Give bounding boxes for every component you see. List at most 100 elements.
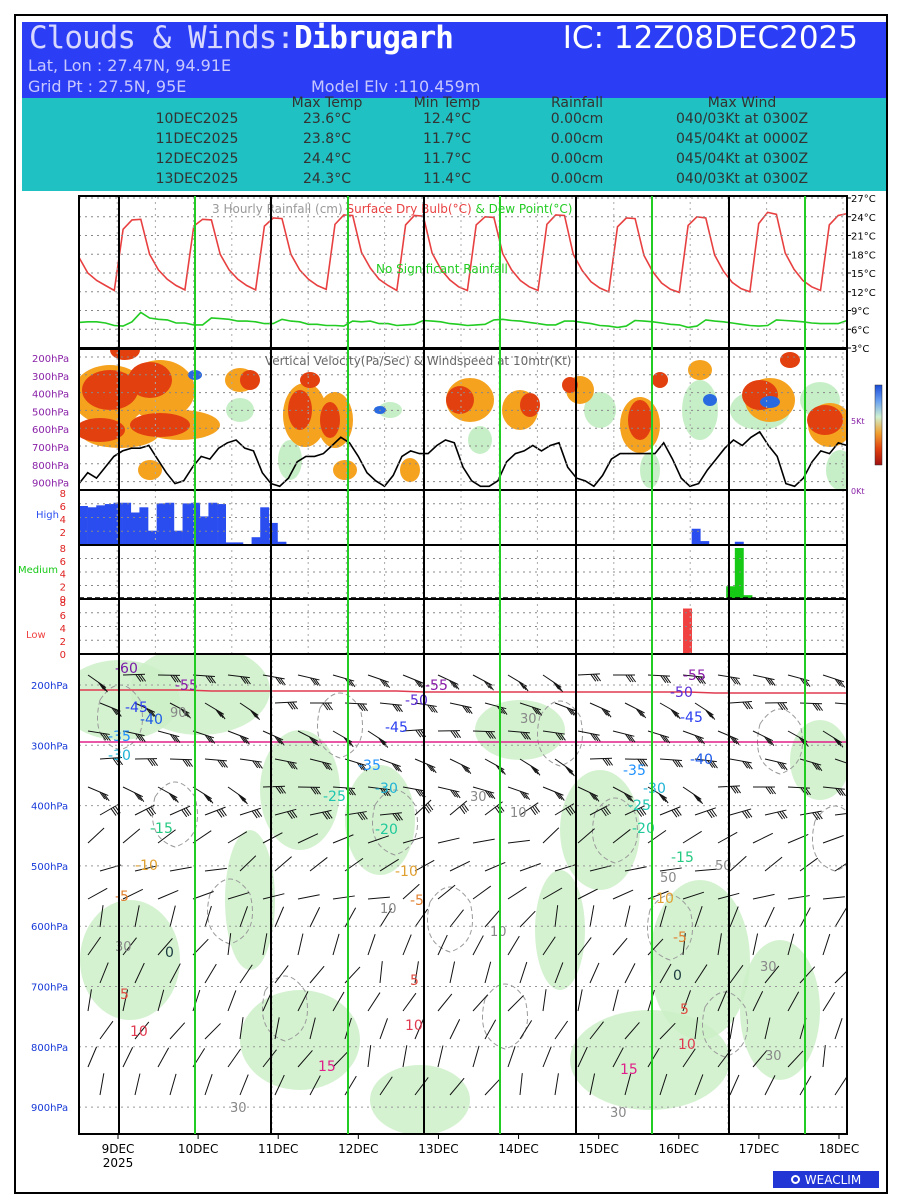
grid-lines (78, 196, 847, 1134)
wind-barb (169, 1073, 177, 1096)
wind-barb-flag (135, 733, 141, 741)
wind-barb-flag (852, 813, 857, 820)
wind-barb (694, 906, 703, 928)
wind-barb-flag (697, 796, 703, 805)
pressure-tick-label: 700hPa (31, 983, 68, 994)
x-tick-label: 11DEC (258, 1142, 298, 1156)
wind-barb-flag (662, 735, 668, 743)
wind-barb (764, 1017, 771, 1040)
wind-barb (554, 1073, 559, 1096)
wind-barb (262, 1049, 277, 1068)
wind-barb (204, 1023, 221, 1040)
wind-barb (274, 701, 297, 704)
temp-tick-label: 12°C (851, 288, 876, 299)
wind-barb (449, 1019, 461, 1040)
wind-barb (332, 834, 354, 844)
wind-barb-flag (662, 675, 669, 684)
wind-barb (437, 786, 460, 793)
wind-barb-flag (556, 792, 563, 800)
wind-barb-flag (382, 788, 389, 797)
humidity-blob (80, 900, 180, 1020)
wind-barb (694, 1074, 704, 1096)
cloud-layer-label: High (36, 510, 59, 521)
wind-barb (577, 937, 592, 956)
wind-barb (262, 785, 286, 788)
wind-barb (122, 888, 143, 900)
wind-barb-flag (324, 762, 331, 770)
wind-barb (99, 1073, 105, 1096)
wind-barb-flag (554, 791, 561, 800)
velocity-blob-red (300, 372, 320, 388)
wind-barb (402, 992, 417, 1012)
wind-barb-flag (359, 703, 366, 712)
wind-barb-flag (625, 674, 632, 683)
wind-barb-flag (670, 709, 677, 717)
wind-barb (227, 674, 250, 679)
humidity-label: 10 (490, 925, 507, 940)
wind-barb-flag (525, 732, 531, 740)
summary-rain-cell: 0.00cm (550, 151, 604, 167)
wind-barb-flag (98, 682, 104, 690)
wind-barb (542, 730, 565, 735)
wind-barb (659, 1022, 676, 1040)
wind-barb-flag (630, 674, 637, 683)
wind-barb-flag (732, 785, 739, 794)
isotherm-label: -50 (670, 685, 693, 701)
summary-rain-cell: 0.00cm (550, 131, 604, 147)
wind-barb-flag (210, 675, 216, 684)
wind-barb-flag (148, 807, 154, 816)
wind-barb (87, 936, 102, 956)
wind-barb (379, 812, 402, 816)
wind-barb-flag (602, 758, 609, 766)
wind-barb (437, 884, 456, 900)
wind-barb (87, 1046, 98, 1068)
figure-frame (14, 14, 888, 1194)
wind-barb (192, 674, 215, 678)
wind-barb (519, 961, 528, 984)
wind-barb (752, 832, 773, 844)
wind-barb (659, 1073, 668, 1096)
velocity-blob-orange (688, 360, 712, 380)
wind-barb-flag (709, 760, 716, 769)
cloud-tick-label: 2 (60, 582, 66, 593)
summary-rain-cell: 0.00cm (550, 111, 604, 127)
wind-barb-flag (697, 676, 704, 684)
wind-barb-flag (428, 764, 435, 773)
wind-barb (204, 758, 227, 762)
velocity-blob-green (378, 402, 402, 418)
velocity-blob-red (79, 418, 125, 442)
wind-barb-flag (746, 761, 753, 770)
wind-barb-flag (567, 767, 573, 776)
wind-barb-flag (735, 785, 741, 794)
wind-barb-flag (696, 735, 703, 744)
wind-barb (274, 758, 297, 764)
x-tick-label: 12DEC (338, 1142, 378, 1156)
high-cloud-bar (691, 528, 701, 545)
cloud-tick-label: 8 (60, 598, 66, 609)
wind-barb-flag (291, 762, 298, 770)
isotherm-label: 10 (678, 1037, 696, 1053)
wind-barb (822, 835, 844, 844)
wind-barb (332, 895, 355, 900)
wind-barb-flag (182, 759, 189, 767)
isotherm-label: -10 (135, 858, 158, 874)
wind-barb-flag (240, 795, 246, 804)
wind-barb (227, 831, 248, 844)
wind-barb-flag (138, 794, 145, 803)
wind-barb (297, 674, 320, 681)
wind-barb (519, 802, 539, 816)
wind-barb (274, 1074, 285, 1096)
humidity-blob (535, 870, 585, 990)
wind-barb-flag (183, 808, 190, 817)
wind-barb-flag (137, 674, 144, 682)
humidity-blob (740, 940, 820, 1080)
wind-barb (624, 805, 646, 816)
wind-barb (99, 905, 104, 928)
wind-barb-flag (553, 681, 560, 690)
wind-barb-flag (673, 809, 680, 817)
wind-barb-flag (484, 790, 491, 798)
wind-barb-flag (103, 793, 110, 802)
wind-barb-flag (520, 731, 527, 740)
wind-barb-flag (324, 811, 331, 820)
wind-barb-flag (382, 740, 389, 748)
